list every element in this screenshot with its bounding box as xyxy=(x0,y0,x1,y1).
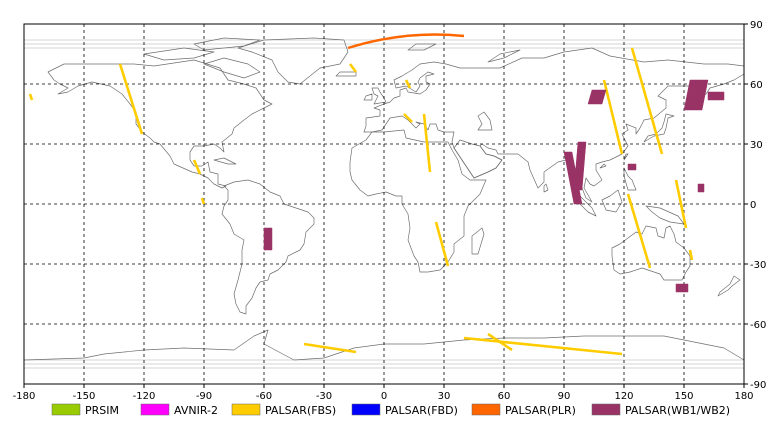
coastlines xyxy=(24,37,744,384)
x-axis-ticks: -180 -150 -120 -90 -60 -30 0 30 60 90 120 150 180 xyxy=(13,384,754,402)
legend: PRSIM AVNIR-2 PALSAR(FBS) PALSAR(FBD) PALSAR… xyxy=(51,403,730,417)
y-tick-label: 90 xyxy=(750,20,763,31)
x-tick-label: 120 xyxy=(614,391,633,402)
fbs-footprint xyxy=(28,93,34,101)
y-tick-label: 60 xyxy=(750,80,763,91)
x-tick-label: 90 xyxy=(558,391,571,402)
coastline-south-america xyxy=(221,179,315,315)
y-tick-label: -90 xyxy=(750,380,766,391)
x-tick-label: 180 xyxy=(734,391,753,402)
legend-label: PALSAR(WB1/WB2) xyxy=(625,404,730,417)
footprints xyxy=(28,33,725,356)
coastline-new-zealand xyxy=(717,275,741,297)
coastline-cuba xyxy=(213,157,237,165)
legend-label: AVNIR-2 xyxy=(174,404,218,417)
coastline-uk xyxy=(371,87,387,105)
coastline-antarctica xyxy=(24,329,744,384)
fbs-footprint xyxy=(626,193,652,269)
coastline-arabia-patch xyxy=(453,139,503,179)
legend-swatch xyxy=(471,403,501,416)
fbs-footprint xyxy=(434,221,450,267)
coastline-baffin xyxy=(203,57,261,79)
coastline-north-america xyxy=(47,59,273,189)
coastline-new-guinea xyxy=(645,205,685,225)
coastline-ireland xyxy=(363,93,373,101)
coastline-africa xyxy=(349,129,487,273)
x-tick-label: 150 xyxy=(674,391,693,402)
coastline-greenland xyxy=(237,37,349,85)
x-tick-label: 30 xyxy=(438,391,451,402)
y-tick-label: 30 xyxy=(750,140,763,151)
fbs-footprint xyxy=(630,47,664,155)
x-tick-label: 0 xyxy=(381,391,387,402)
fbs-footprint xyxy=(463,336,623,356)
legend-swatch xyxy=(51,403,81,416)
fbs-footprint xyxy=(403,113,413,123)
coastline-svalbard xyxy=(407,43,437,51)
x-tick-label: -60 xyxy=(256,391,272,402)
y-axis-ticks: 90 60 30 0 -30 -60 -90 xyxy=(744,20,766,391)
legend-label: PRSIM xyxy=(85,404,119,417)
fbs-footprint xyxy=(674,179,688,229)
legend-swatch xyxy=(231,403,261,416)
coastline-hainan xyxy=(599,163,607,169)
coastline-ellesmere xyxy=(193,37,261,51)
y-tick-label: -60 xyxy=(750,320,766,331)
coastline-taiwan xyxy=(623,153,629,161)
wb-footprint xyxy=(675,283,689,293)
legend-swatch xyxy=(351,403,381,416)
fbs-footprint xyxy=(200,197,206,205)
x-tick-label: -150 xyxy=(73,391,96,402)
fbs-footprint xyxy=(422,113,432,173)
coastline-sri-lanka xyxy=(543,183,549,193)
coastline-novaya-zemlya xyxy=(487,49,521,63)
coastline-indonesia-borneo xyxy=(601,189,623,213)
x-tick-label: -120 xyxy=(133,391,156,402)
wb-footprint xyxy=(573,141,587,191)
wb-footprint xyxy=(627,163,637,171)
fbs-footprint xyxy=(192,159,202,175)
fbs-footprint xyxy=(688,249,694,261)
coastline-caspian xyxy=(477,111,493,131)
x-tick-label: -90 xyxy=(196,391,212,402)
wb-footprint xyxy=(587,89,607,105)
wb-footprint xyxy=(563,151,583,205)
legend-label: PALSAR(PLR) xyxy=(505,404,576,417)
y-tick-label: 0 xyxy=(750,200,756,211)
y-tick-label: -30 xyxy=(750,260,766,271)
wb-footprint xyxy=(683,79,709,111)
wb-footprint xyxy=(263,227,273,251)
legend-label: PALSAR(FBS) xyxy=(265,404,336,417)
fbs-footprint xyxy=(303,342,357,354)
x-tick-label: -180 xyxy=(13,391,36,402)
legend-swatch xyxy=(591,403,621,416)
fbs-footprint xyxy=(404,79,412,89)
coastline-australia xyxy=(611,225,691,281)
wb-footprint xyxy=(697,183,705,193)
legend-swatch xyxy=(140,403,170,416)
grid-lines xyxy=(24,24,744,384)
legend-label: PALSAR(FBD) xyxy=(385,404,458,417)
plr-footprint xyxy=(347,33,465,50)
fbs-footprint xyxy=(118,63,144,135)
x-tick-label: 60 xyxy=(498,391,511,402)
coastline-japan xyxy=(643,113,675,143)
coastline-madagascar xyxy=(471,227,485,255)
fbs-footprint xyxy=(602,79,624,155)
wb-footprint xyxy=(707,91,725,101)
x-tick-label: -30 xyxy=(316,391,332,402)
fbs-footprint xyxy=(348,63,358,73)
